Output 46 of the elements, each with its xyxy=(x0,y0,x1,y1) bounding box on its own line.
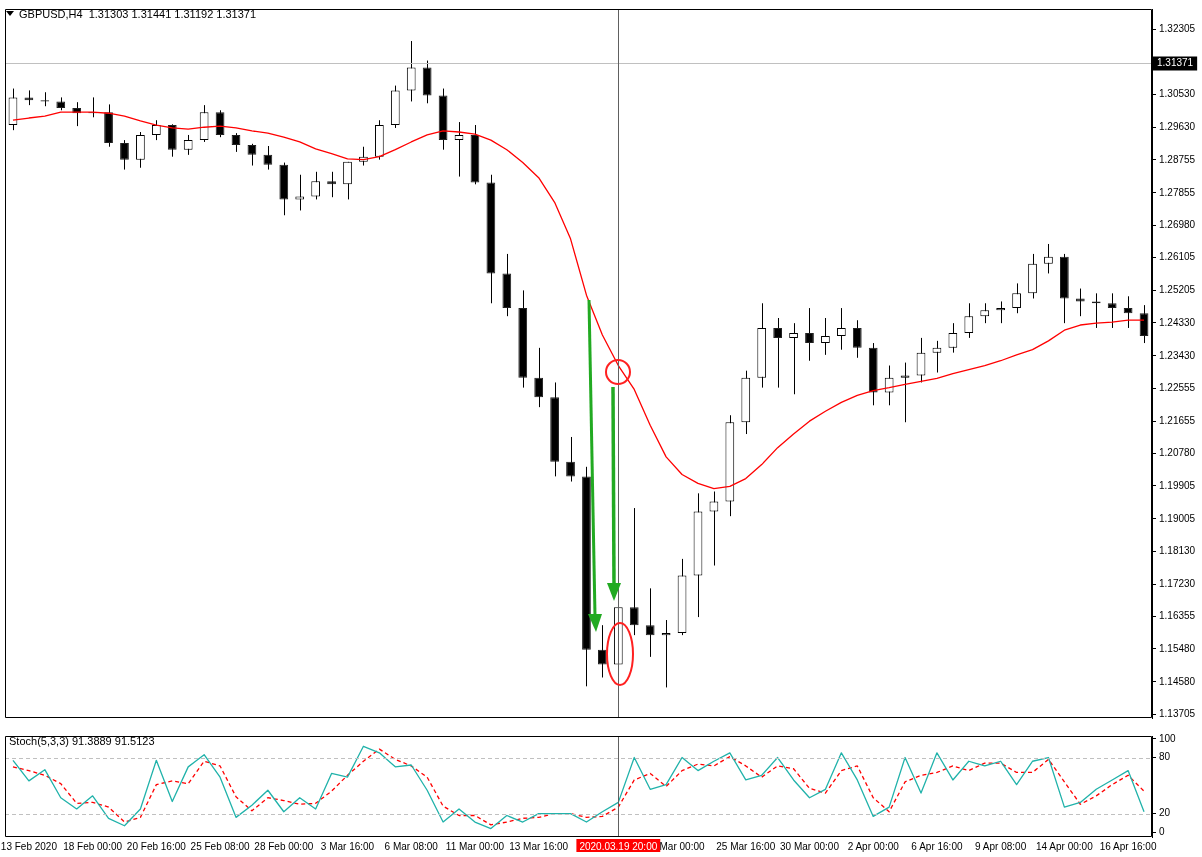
x-tick-label: 13 Mar 16:00 xyxy=(509,840,569,852)
y-tick-label: 1.25205 xyxy=(1159,284,1196,296)
x-tick-label: 6 Mar 08:00 xyxy=(384,840,439,852)
y-tick-label: 1.24330 xyxy=(1159,316,1196,328)
y-tick-label: 1.20780 xyxy=(1159,447,1196,459)
x-tick-label: 28 Feb 00:00 xyxy=(254,840,314,852)
x-tick-label: 2 Apr 00:00 xyxy=(847,840,900,852)
y-tick-label: 1.30530 xyxy=(1159,88,1196,100)
x-tick-label: 30 Mar 00:00 xyxy=(780,840,840,852)
ref-line-label: 1.31371 xyxy=(1157,57,1194,69)
y-tick-label: 1.14580 xyxy=(1159,675,1196,687)
x-tick-label: Mar 00:00 xyxy=(659,840,705,852)
chart-title: GBPUSD,H4 1.31303 1.31441 1.31192 1.31371 xyxy=(19,8,257,21)
y-tick-label: 1.26105 xyxy=(1159,251,1196,263)
x-tick-label: 25 Mar 16:00 xyxy=(716,840,776,852)
x-tick-label: 16 Apr 16:00 xyxy=(1099,840,1157,852)
x-tick-label: 2020.03.19 20:00 xyxy=(579,840,658,852)
y-tick-label: 0 xyxy=(1159,826,1165,838)
y-tick-label: 1.21655 xyxy=(1159,415,1196,427)
y-tick-label: 1.32305 xyxy=(1159,22,1196,34)
x-tick-label: 20 Feb 16:00 xyxy=(126,840,187,852)
y-tick-label: 1.26980 xyxy=(1159,218,1196,230)
y-tick-label: 1.17230 xyxy=(1159,578,1196,590)
x-tick-label: 14 Apr 00:00 xyxy=(1036,840,1094,852)
y-tick-label: 1.29630 xyxy=(1159,121,1196,133)
y-tick-label: 1.19905 xyxy=(1159,479,1196,491)
y-tick-label: 1.16355 xyxy=(1159,610,1196,622)
y-tick-label: 1.28755 xyxy=(1159,153,1196,165)
y-tick-label: 80 xyxy=(1159,751,1171,763)
y-tick-label: 1.22555 xyxy=(1159,381,1196,393)
x-tick-label: 13 Feb 2020 xyxy=(0,840,58,852)
y-tick-label: 1.27855 xyxy=(1159,186,1196,198)
y-tick-label: 1.13705 xyxy=(1159,707,1196,719)
x-tick-label: 18 Feb 00:00 xyxy=(63,840,123,852)
x-tick-label: 9 Apr 08:00 xyxy=(975,840,1027,852)
x-tick-label: 25 Feb 08:00 xyxy=(190,840,250,852)
x-tick-label: 6 Apr 16:00 xyxy=(911,840,963,852)
y-tick-label: 1.15480 xyxy=(1159,642,1196,654)
y-tick-label: 1.18130 xyxy=(1159,544,1196,556)
x-tick-label: 3 Mar 16:00 xyxy=(320,840,375,852)
chart-title: Stoch(5,3,3) 91.3889 91.5123 xyxy=(9,735,155,748)
y-tick-label: 1.19005 xyxy=(1159,512,1196,524)
y-tick-label: 100 xyxy=(1159,732,1177,744)
x-tick-label: 11 Mar 00:00 xyxy=(445,840,505,852)
y-tick-label: 20 xyxy=(1159,807,1171,819)
y-tick-label: 1.23430 xyxy=(1159,349,1196,361)
